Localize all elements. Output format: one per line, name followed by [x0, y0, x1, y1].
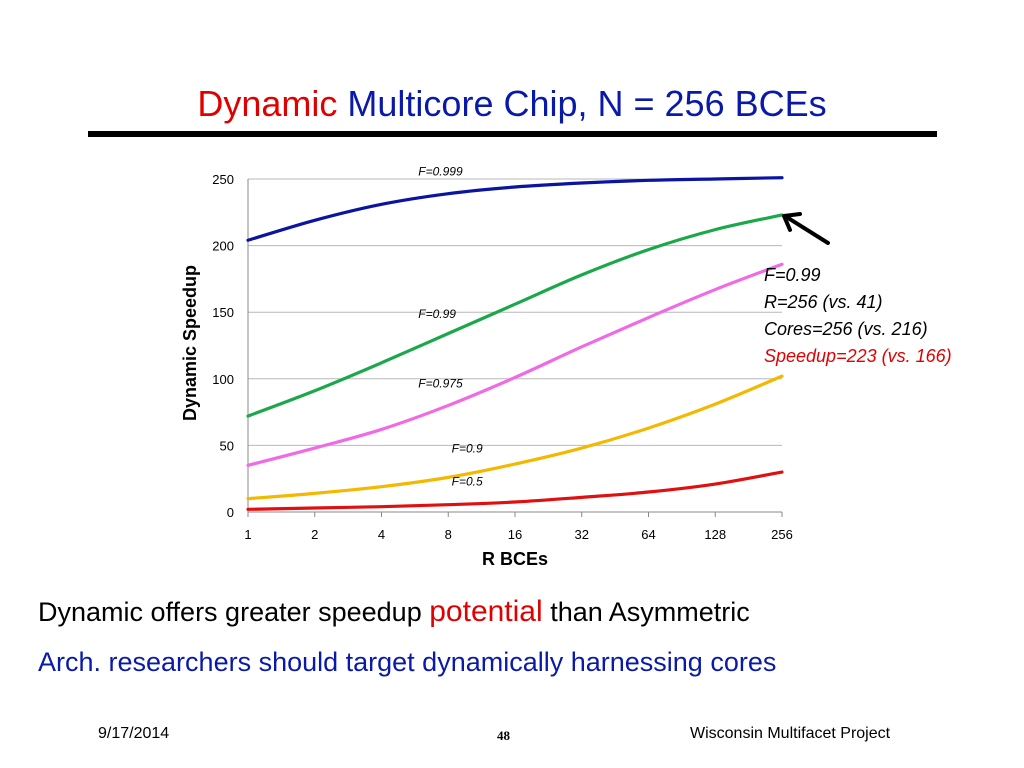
slide-title: Dynamic Multicore Chip, N = 256 BCEs: [0, 82, 1024, 126]
speedup-chart: 0 50 100 150 200 250 1 2 4 8 16 32 64 128 256 R BCEs Dyn…: [180, 165, 830, 569]
series-label: F=0.5: [452, 474, 483, 488]
x-axis-title: R BCEs: [482, 549, 548, 569]
series-label: F=0.999: [418, 165, 463, 179]
body-line-2: Arch. researchers should target dynamica…: [38, 647, 777, 677]
x-tick-label: 4: [378, 527, 385, 542]
series-label: F=0.9: [452, 442, 483, 456]
footer-date: 9/17/2014: [98, 725, 170, 742]
title-highlight-word: Dynamic: [197, 83, 338, 124]
x-tick-label: 32: [575, 527, 589, 542]
x-tick-label: 8: [445, 527, 452, 542]
footer-page-number: 48: [497, 728, 510, 743]
x-tick-label: 2: [311, 527, 318, 542]
x-tick-label: 1: [244, 527, 251, 542]
title-rest: Multicore Chip, N = 256 BCEs: [347, 83, 827, 124]
callout-arrow-shaft: [786, 215, 830, 245]
x-tick-label: 256: [771, 527, 793, 542]
title-underline: [88, 131, 937, 137]
body-line-1-accent: potential: [429, 595, 543, 628]
callout-line-f: F=0.99: [764, 265, 821, 285]
x-tick-label: 16: [508, 527, 522, 542]
series-line: [246, 213, 784, 418]
y-axis-title: Dynamic Speedup: [180, 265, 200, 421]
body-line-1: Dynamic offers greater speedup potential…: [38, 595, 750, 629]
callout-line-speedup: Speedup=223 (vs. 166): [764, 346, 952, 366]
series-label: F=0.99: [418, 307, 456, 321]
series-line: [246, 262, 784, 467]
series-line: [246, 374, 784, 501]
y-tick-label: 150: [212, 305, 234, 320]
body-line-1-pre: Dynamic offers greater speedup: [38, 597, 422, 627]
y-tick-label: 250: [212, 172, 234, 187]
x-tick-label: 64: [641, 527, 655, 542]
y-tick-label: 200: [212, 239, 234, 254]
y-tick-label: 50: [220, 438, 234, 453]
callout-arrow-head: [782, 211, 802, 232]
x-tick-label: 128: [704, 527, 726, 542]
series-label: F=0.975: [418, 376, 463, 390]
series-line: [246, 470, 784, 511]
callout-line-cores: Cores=256 (vs. 216): [764, 319, 928, 339]
callout-line-r: R=256 (vs. 41): [764, 292, 883, 312]
y-tick-label: 0: [227, 505, 234, 520]
footer-organization: Wisconsin Multifacet Project: [690, 725, 891, 742]
y-tick-label: 100: [212, 372, 234, 387]
series-line: [246, 176, 784, 242]
body-line-1-post: than Asymmetric: [550, 597, 750, 627]
callout-box: F=0.99 R=256 (vs. 41) Cores=256 (vs. 216…: [764, 262, 952, 370]
